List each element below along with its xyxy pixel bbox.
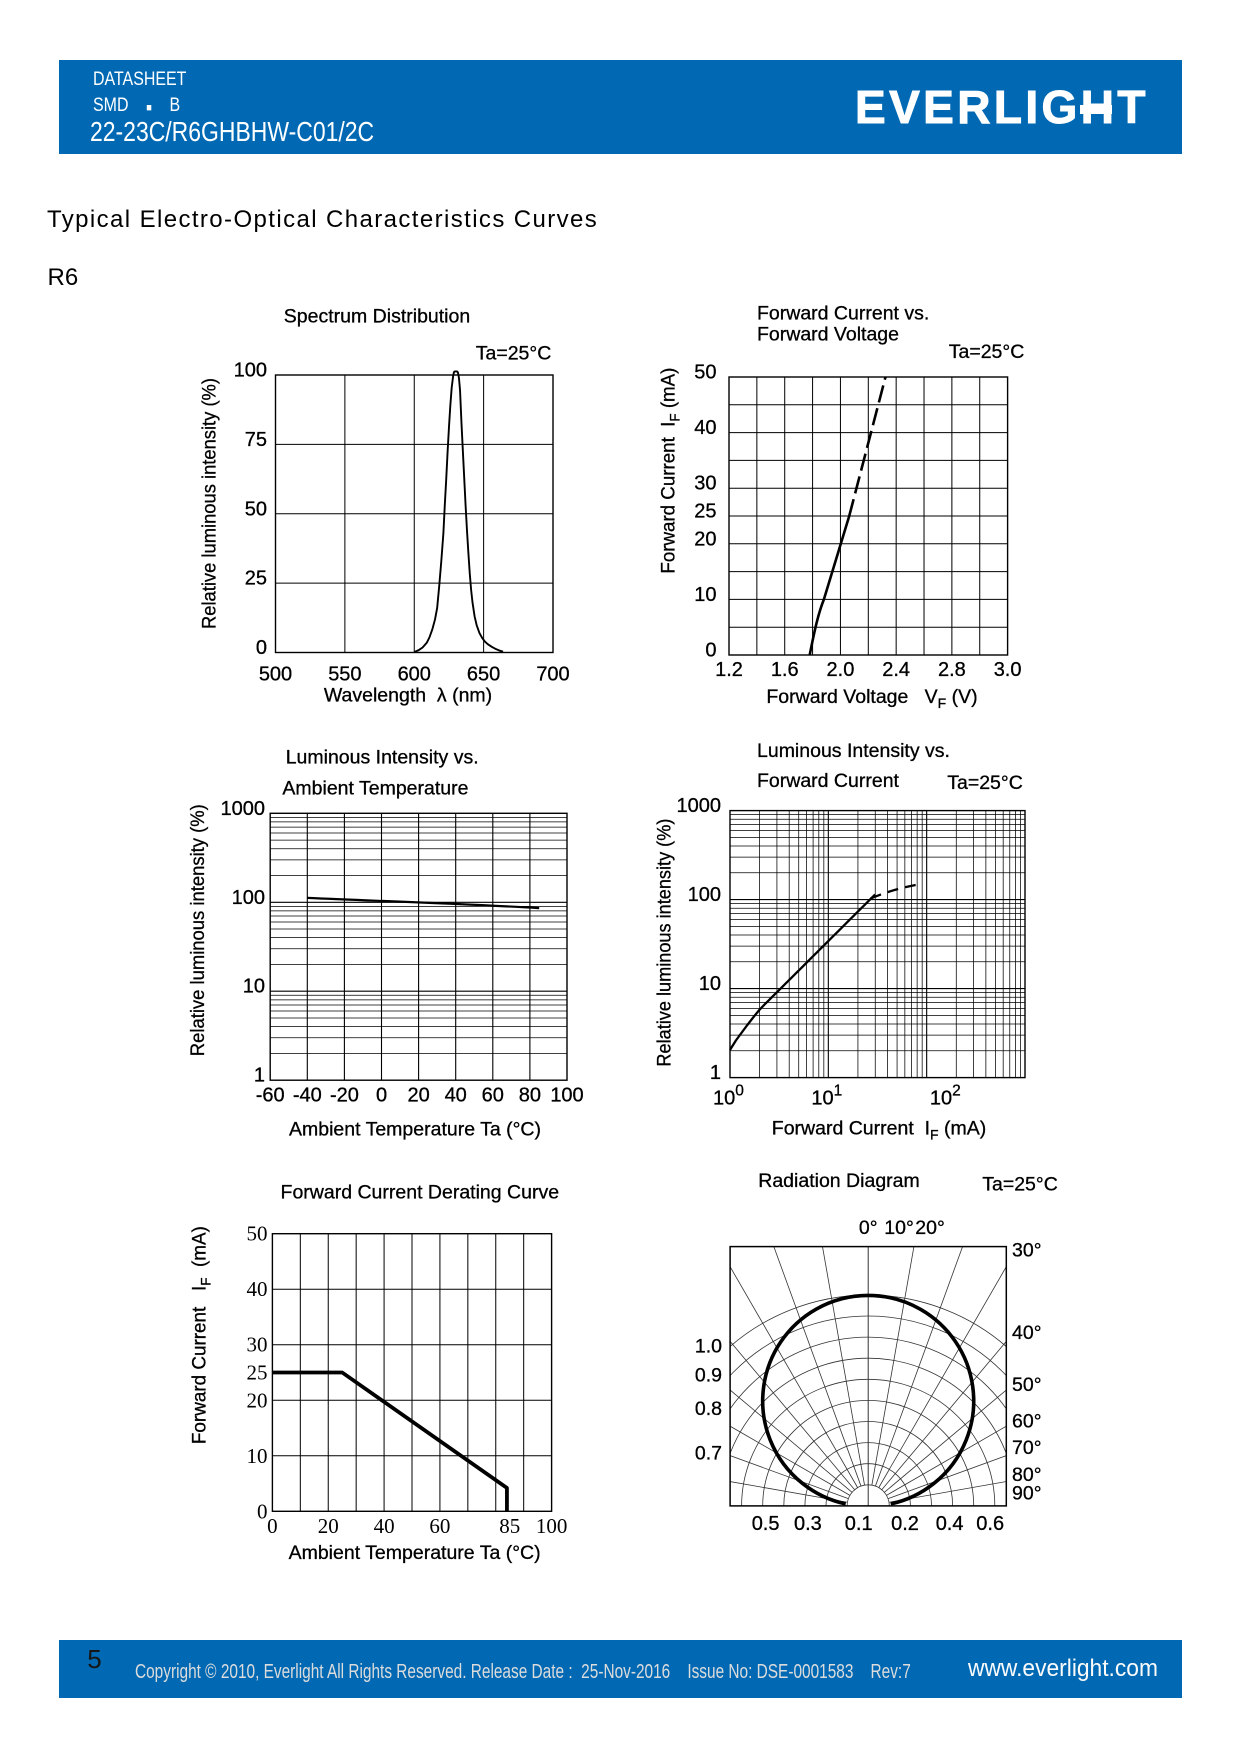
svg-text:0.9: 0.9	[695, 1365, 722, 1387]
svg-text:100: 100	[234, 360, 267, 382]
svg-text:85: 85	[499, 1514, 520, 1538]
svg-text:102: 102	[930, 1083, 961, 1110]
svg-text:1: 1	[710, 1062, 721, 1084]
svg-text:0: 0	[267, 1514, 278, 1538]
svg-text:10: 10	[247, 1444, 268, 1468]
svg-text:10: 10	[694, 584, 716, 606]
svg-text:1.6: 1.6	[771, 659, 799, 681]
svg-text:Relative luminous intensity (%: Relative luminous intensity (%)	[187, 804, 209, 1056]
svg-text:Forward Current Derating Curve: Forward Current Derating Curve	[281, 1182, 560, 1204]
svg-text:Ta=25°C: Ta=25°C	[982, 1174, 1058, 1196]
svg-text:Ambient Temperature: Ambient Temperature	[282, 777, 468, 799]
svg-text:500: 500	[259, 663, 292, 685]
svg-text:0: 0	[257, 1499, 268, 1523]
svg-text:100: 100	[550, 1085, 583, 1107]
svg-text:20: 20	[318, 1514, 339, 1538]
svg-text:1.2: 1.2	[715, 659, 743, 681]
svg-text:Ta=25°C: Ta=25°C	[949, 341, 1025, 363]
svg-text:10°: 10°	[884, 1217, 914, 1239]
svg-text:25: 25	[694, 501, 716, 523]
svg-text:100: 100	[232, 887, 265, 909]
svg-text:Forward Current IF (mA): Forward Current IF (mA)	[189, 1226, 214, 1444]
svg-text:0.3: 0.3	[794, 1513, 822, 1535]
svg-text:60°: 60°	[1012, 1411, 1042, 1433]
svg-text:0.4: 0.4	[936, 1513, 964, 1535]
svg-text:20°: 20°	[915, 1217, 945, 1239]
svg-text:60: 60	[429, 1514, 450, 1538]
svg-text:1000: 1000	[677, 795, 722, 817]
svg-text:100: 100	[713, 1083, 744, 1110]
svg-text:Forward Current vs.: Forward Current vs.	[757, 303, 929, 325]
svg-text:1: 1	[254, 1065, 265, 1087]
svg-text:2.4: 2.4	[882, 659, 910, 681]
svg-text:40: 40	[694, 417, 716, 439]
svg-text:Forward Voltage: Forward Voltage	[757, 324, 899, 346]
svg-text:650: 650	[467, 663, 500, 685]
svg-text:0.2: 0.2	[891, 1513, 919, 1535]
svg-text:60: 60	[482, 1085, 504, 1107]
svg-text:Luminous Intensity vs.: Luminous Intensity vs.	[286, 747, 479, 769]
svg-text:0.8: 0.8	[695, 1398, 722, 1420]
svg-text:Forward Voltage VF (V): Forward Voltage VF (V)	[766, 686, 977, 711]
svg-text:30°: 30°	[1012, 1239, 1042, 1261]
svg-text:Forward Current IF (mA): Forward Current IF (mA)	[658, 368, 683, 574]
svg-text:2.8: 2.8	[938, 659, 966, 681]
svg-text:Ambient Temperature Ta (°C): Ambient Temperature Ta (°C)	[289, 1119, 541, 1141]
svg-text:80°: 80°	[1012, 1464, 1042, 1486]
svg-text:Luminous Intensity vs.: Luminous Intensity vs.	[757, 740, 950, 762]
svg-text:Ta=25°C: Ta=25°C	[947, 772, 1023, 794]
svg-text:40: 40	[247, 1277, 268, 1301]
svg-text:Radiation Diagram: Radiation Diagram	[758, 1170, 920, 1192]
svg-text:-60: -60	[256, 1085, 285, 1107]
svg-text:Relative luminous intensity (%: Relative luminous intensity (%)	[199, 378, 221, 629]
svg-text:20: 20	[407, 1085, 429, 1107]
svg-text:50: 50	[247, 1222, 268, 1246]
svg-text:40: 40	[445, 1085, 467, 1107]
svg-text:0.6: 0.6	[976, 1513, 1004, 1535]
svg-text:0: 0	[705, 640, 716, 662]
svg-text:0: 0	[376, 1085, 387, 1107]
svg-text:25: 25	[245, 568, 267, 590]
svg-text:3.0: 3.0	[994, 659, 1022, 681]
svg-text:Relative luminous intensity (%: Relative luminous intensity (%)	[654, 819, 676, 1067]
svg-text:20: 20	[247, 1388, 268, 1412]
svg-text:0.1: 0.1	[845, 1513, 873, 1535]
svg-text:10: 10	[243, 976, 265, 998]
svg-text:90°: 90°	[1012, 1482, 1042, 1504]
svg-text:70°: 70°	[1012, 1437, 1042, 1459]
svg-text:20: 20	[694, 528, 716, 550]
svg-text:75: 75	[245, 429, 267, 451]
svg-text:Wavelength λ (nm): Wavelength λ (nm)	[324, 685, 492, 707]
svg-text:50°: 50°	[1012, 1374, 1042, 1396]
svg-text:0.5: 0.5	[752, 1513, 780, 1535]
svg-text:0: 0	[256, 637, 267, 659]
svg-text:50: 50	[694, 362, 716, 384]
svg-text:600: 600	[398, 663, 431, 685]
svg-text:100: 100	[688, 884, 721, 906]
svg-text:30: 30	[247, 1333, 268, 1357]
svg-text:Forward Current IF (mA): Forward Current IF (mA)	[772, 1118, 986, 1143]
svg-text:40°: 40°	[1012, 1322, 1042, 1344]
svg-text:40: 40	[374, 1514, 395, 1538]
svg-text:Ambient Temperature Ta (°C): Ambient Temperature Ta (°C)	[289, 1542, 541, 1564]
svg-text:25: 25	[247, 1361, 268, 1385]
svg-text:Ta=25°C: Ta=25°C	[476, 343, 552, 365]
svg-text:550: 550	[328, 663, 361, 685]
svg-text:2.0: 2.0	[827, 659, 855, 681]
svg-text:100: 100	[536, 1514, 568, 1538]
svg-text:0°: 0°	[859, 1217, 878, 1239]
svg-text:-40: -40	[293, 1085, 322, 1107]
svg-text:30: 30	[694, 473, 716, 495]
svg-text:Forward Current: Forward Current	[757, 770, 900, 792]
svg-text:50: 50	[245, 498, 267, 520]
svg-text:80: 80	[519, 1085, 541, 1107]
svg-text:-20: -20	[330, 1085, 359, 1107]
svg-text:10: 10	[699, 973, 721, 995]
svg-text:700: 700	[536, 663, 569, 685]
svg-text:101: 101	[811, 1083, 842, 1110]
svg-text:0.7: 0.7	[695, 1443, 722, 1465]
svg-text:1000: 1000	[221, 798, 266, 820]
svg-text:Spectrum Distribution: Spectrum Distribution	[284, 305, 470, 327]
svg-text:1.0: 1.0	[695, 1335, 722, 1357]
